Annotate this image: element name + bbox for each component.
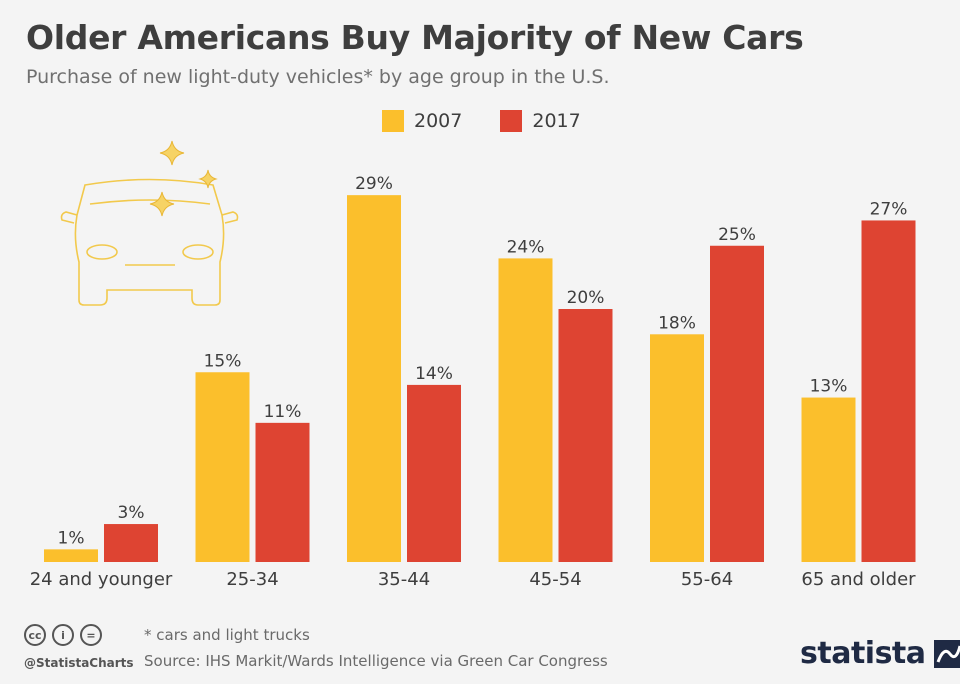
bar-2017-0 bbox=[104, 524, 158, 562]
bar-2007-5 bbox=[801, 397, 856, 562]
bar-2007-4 bbox=[650, 334, 704, 562]
bar-2007-1 bbox=[195, 372, 250, 562]
data-label-2017-0: 3% bbox=[118, 503, 145, 523]
data-label-2007-1: 15% bbox=[204, 351, 242, 371]
category-label-2: 35-44 bbox=[378, 569, 430, 590]
legend-item-2007: 2007 bbox=[382, 110, 462, 132]
source-text: Source: IHS Markit/Wards Intelligence vi… bbox=[144, 652, 608, 670]
bar-2007-0 bbox=[44, 549, 98, 562]
chart-title: Older Americans Buy Majority of New Cars bbox=[26, 18, 804, 57]
footnote: * cars and light trucks bbox=[144, 626, 310, 644]
data-label-2007-3: 24% bbox=[507, 237, 545, 257]
category-label-4: 55-64 bbox=[681, 569, 733, 590]
category-label-0: 24 and younger bbox=[30, 569, 173, 590]
legend-swatch-2017 bbox=[500, 110, 523, 132]
bar-2017-3 bbox=[558, 309, 613, 562]
data-label-2017-2: 14% bbox=[415, 364, 453, 384]
cc-icon: cc bbox=[24, 624, 46, 646]
data-label-2017-1: 11% bbox=[264, 402, 302, 422]
data-label-2007-2: 29% bbox=[355, 174, 393, 194]
sparkle-icons bbox=[149, 140, 218, 217]
bar-2007-2 bbox=[347, 195, 401, 562]
bar-2017-1 bbox=[255, 422, 310, 562]
legend-label-2017: 2017 bbox=[532, 110, 581, 132]
data-label-2007-5: 13% bbox=[810, 377, 848, 397]
statista-handle: @StatistaCharts bbox=[24, 656, 134, 670]
data-label-2007-4: 18% bbox=[658, 313, 696, 333]
bar-2017-4 bbox=[710, 245, 764, 562]
chart-subtitle: Purchase of new light-duty vehicles* by … bbox=[26, 66, 610, 88]
data-label-2017-3: 20% bbox=[567, 288, 605, 308]
category-label-1: 25-34 bbox=[226, 569, 278, 590]
bar-2007-3 bbox=[498, 258, 553, 562]
legend-label-2007: 2007 bbox=[414, 110, 463, 132]
statista-logo[interactable]: statista bbox=[800, 636, 960, 671]
bar-2017-5 bbox=[861, 220, 916, 562]
license-icons: cc i = bbox=[24, 624, 102, 646]
data-label-2017-5: 27% bbox=[870, 199, 908, 219]
bars-group: 1% 3% 24 and younger 15% 11% 25-34 29% 14% 35-44… bbox=[30, 174, 916, 590]
data-label-2007-0: 1% bbox=[58, 528, 85, 548]
bar-2017-2 bbox=[407, 384, 461, 562]
legend-swatch-2007 bbox=[382, 110, 404, 132]
legend-item-2017: 2017 bbox=[500, 110, 581, 132]
statista-wordmark: statista bbox=[800, 636, 926, 671]
statista-mark-icon bbox=[933, 639, 960, 668]
car-icon bbox=[60, 178, 239, 306]
by-icon: i bbox=[52, 624, 74, 646]
nd-icon: = bbox=[80, 624, 102, 646]
category-label-5: 65 and older bbox=[801, 569, 916, 590]
category-label-3: 45-54 bbox=[529, 569, 581, 590]
legend: 2007 2017 bbox=[382, 110, 581, 132]
data-label-2017-4: 25% bbox=[718, 225, 756, 245]
